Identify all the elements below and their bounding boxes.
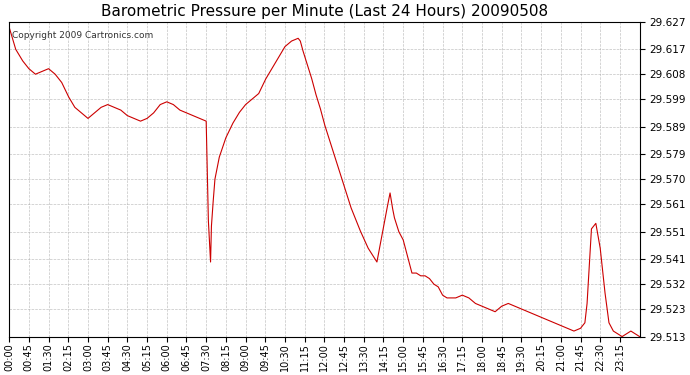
Title: Barometric Pressure per Minute (Last 24 Hours) 20090508: Barometric Pressure per Minute (Last 24 … xyxy=(101,4,548,19)
Text: Copyright 2009 Cartronics.com: Copyright 2009 Cartronics.com xyxy=(12,31,154,40)
